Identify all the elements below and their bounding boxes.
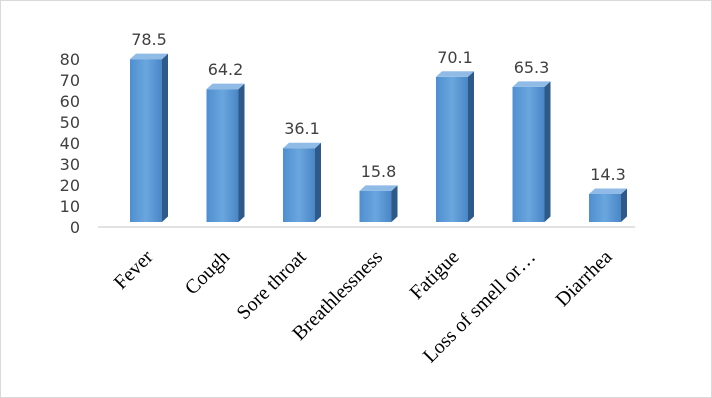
y-tick-label: 30 bbox=[60, 155, 80, 174]
data-label: 65.3 bbox=[514, 58, 550, 77]
bar-top bbox=[130, 53, 168, 60]
y-tick-label: 10 bbox=[60, 197, 80, 216]
y-tick-label: 0 bbox=[70, 218, 80, 237]
bar-top bbox=[436, 71, 474, 77]
bar-top bbox=[589, 188, 627, 194]
bar-top bbox=[283, 142, 321, 149]
bars bbox=[130, 53, 627, 223]
data-label: 70.1 bbox=[437, 48, 473, 67]
bar-side bbox=[391, 185, 398, 222]
data-labels: 78.5 64.2 36.1 15.8 70.1 65.3 14.3 bbox=[131, 30, 626, 184]
bar-front bbox=[283, 148, 315, 222]
x-tick-label: Sore throat bbox=[233, 246, 311, 324]
bar-front bbox=[130, 59, 162, 223]
x-tick-label: Diarrhea bbox=[552, 246, 617, 311]
bar-front bbox=[359, 190, 392, 222]
y-axis: 0 10 20 30 40 50 60 70 80 bbox=[60, 50, 80, 237]
bar-top bbox=[359, 185, 398, 191]
bar bbox=[589, 188, 627, 222]
bar-side bbox=[544, 81, 551, 223]
bar-top bbox=[206, 83, 245, 90]
y-tick-label: 70 bbox=[60, 71, 80, 90]
y-tick-label: 40 bbox=[60, 134, 80, 153]
data-label: 64.2 bbox=[208, 60, 244, 79]
bar-side bbox=[315, 142, 321, 222]
data-label: 14.3 bbox=[590, 165, 626, 184]
bar-side bbox=[162, 53, 168, 223]
bar-front bbox=[589, 193, 621, 222]
data-label: 15.8 bbox=[361, 162, 397, 181]
bar bbox=[436, 71, 474, 222]
bar-side bbox=[468, 71, 474, 222]
data-label: 36.1 bbox=[284, 119, 320, 138]
data-label: 78.5 bbox=[131, 30, 167, 49]
bar bbox=[283, 142, 321, 222]
x-tick-label: Cough bbox=[181, 246, 234, 299]
x-tick-label: Fatigue bbox=[406, 246, 464, 304]
bar-top bbox=[512, 81, 551, 87]
y-tick-label: 20 bbox=[60, 176, 80, 195]
bar-front bbox=[206, 89, 239, 223]
y-tick-label: 50 bbox=[60, 113, 80, 132]
bar bbox=[206, 83, 245, 223]
y-tick-label: 60 bbox=[60, 92, 80, 111]
bar-front bbox=[436, 76, 468, 222]
bar bbox=[130, 53, 168, 223]
bar bbox=[359, 185, 398, 222]
x-tick-label: Fever bbox=[110, 246, 158, 294]
bar-side bbox=[621, 188, 627, 222]
bar-front bbox=[512, 86, 545, 223]
bar-side bbox=[238, 83, 245, 223]
y-tick-label: 80 bbox=[60, 50, 80, 69]
bar bbox=[512, 81, 551, 223]
